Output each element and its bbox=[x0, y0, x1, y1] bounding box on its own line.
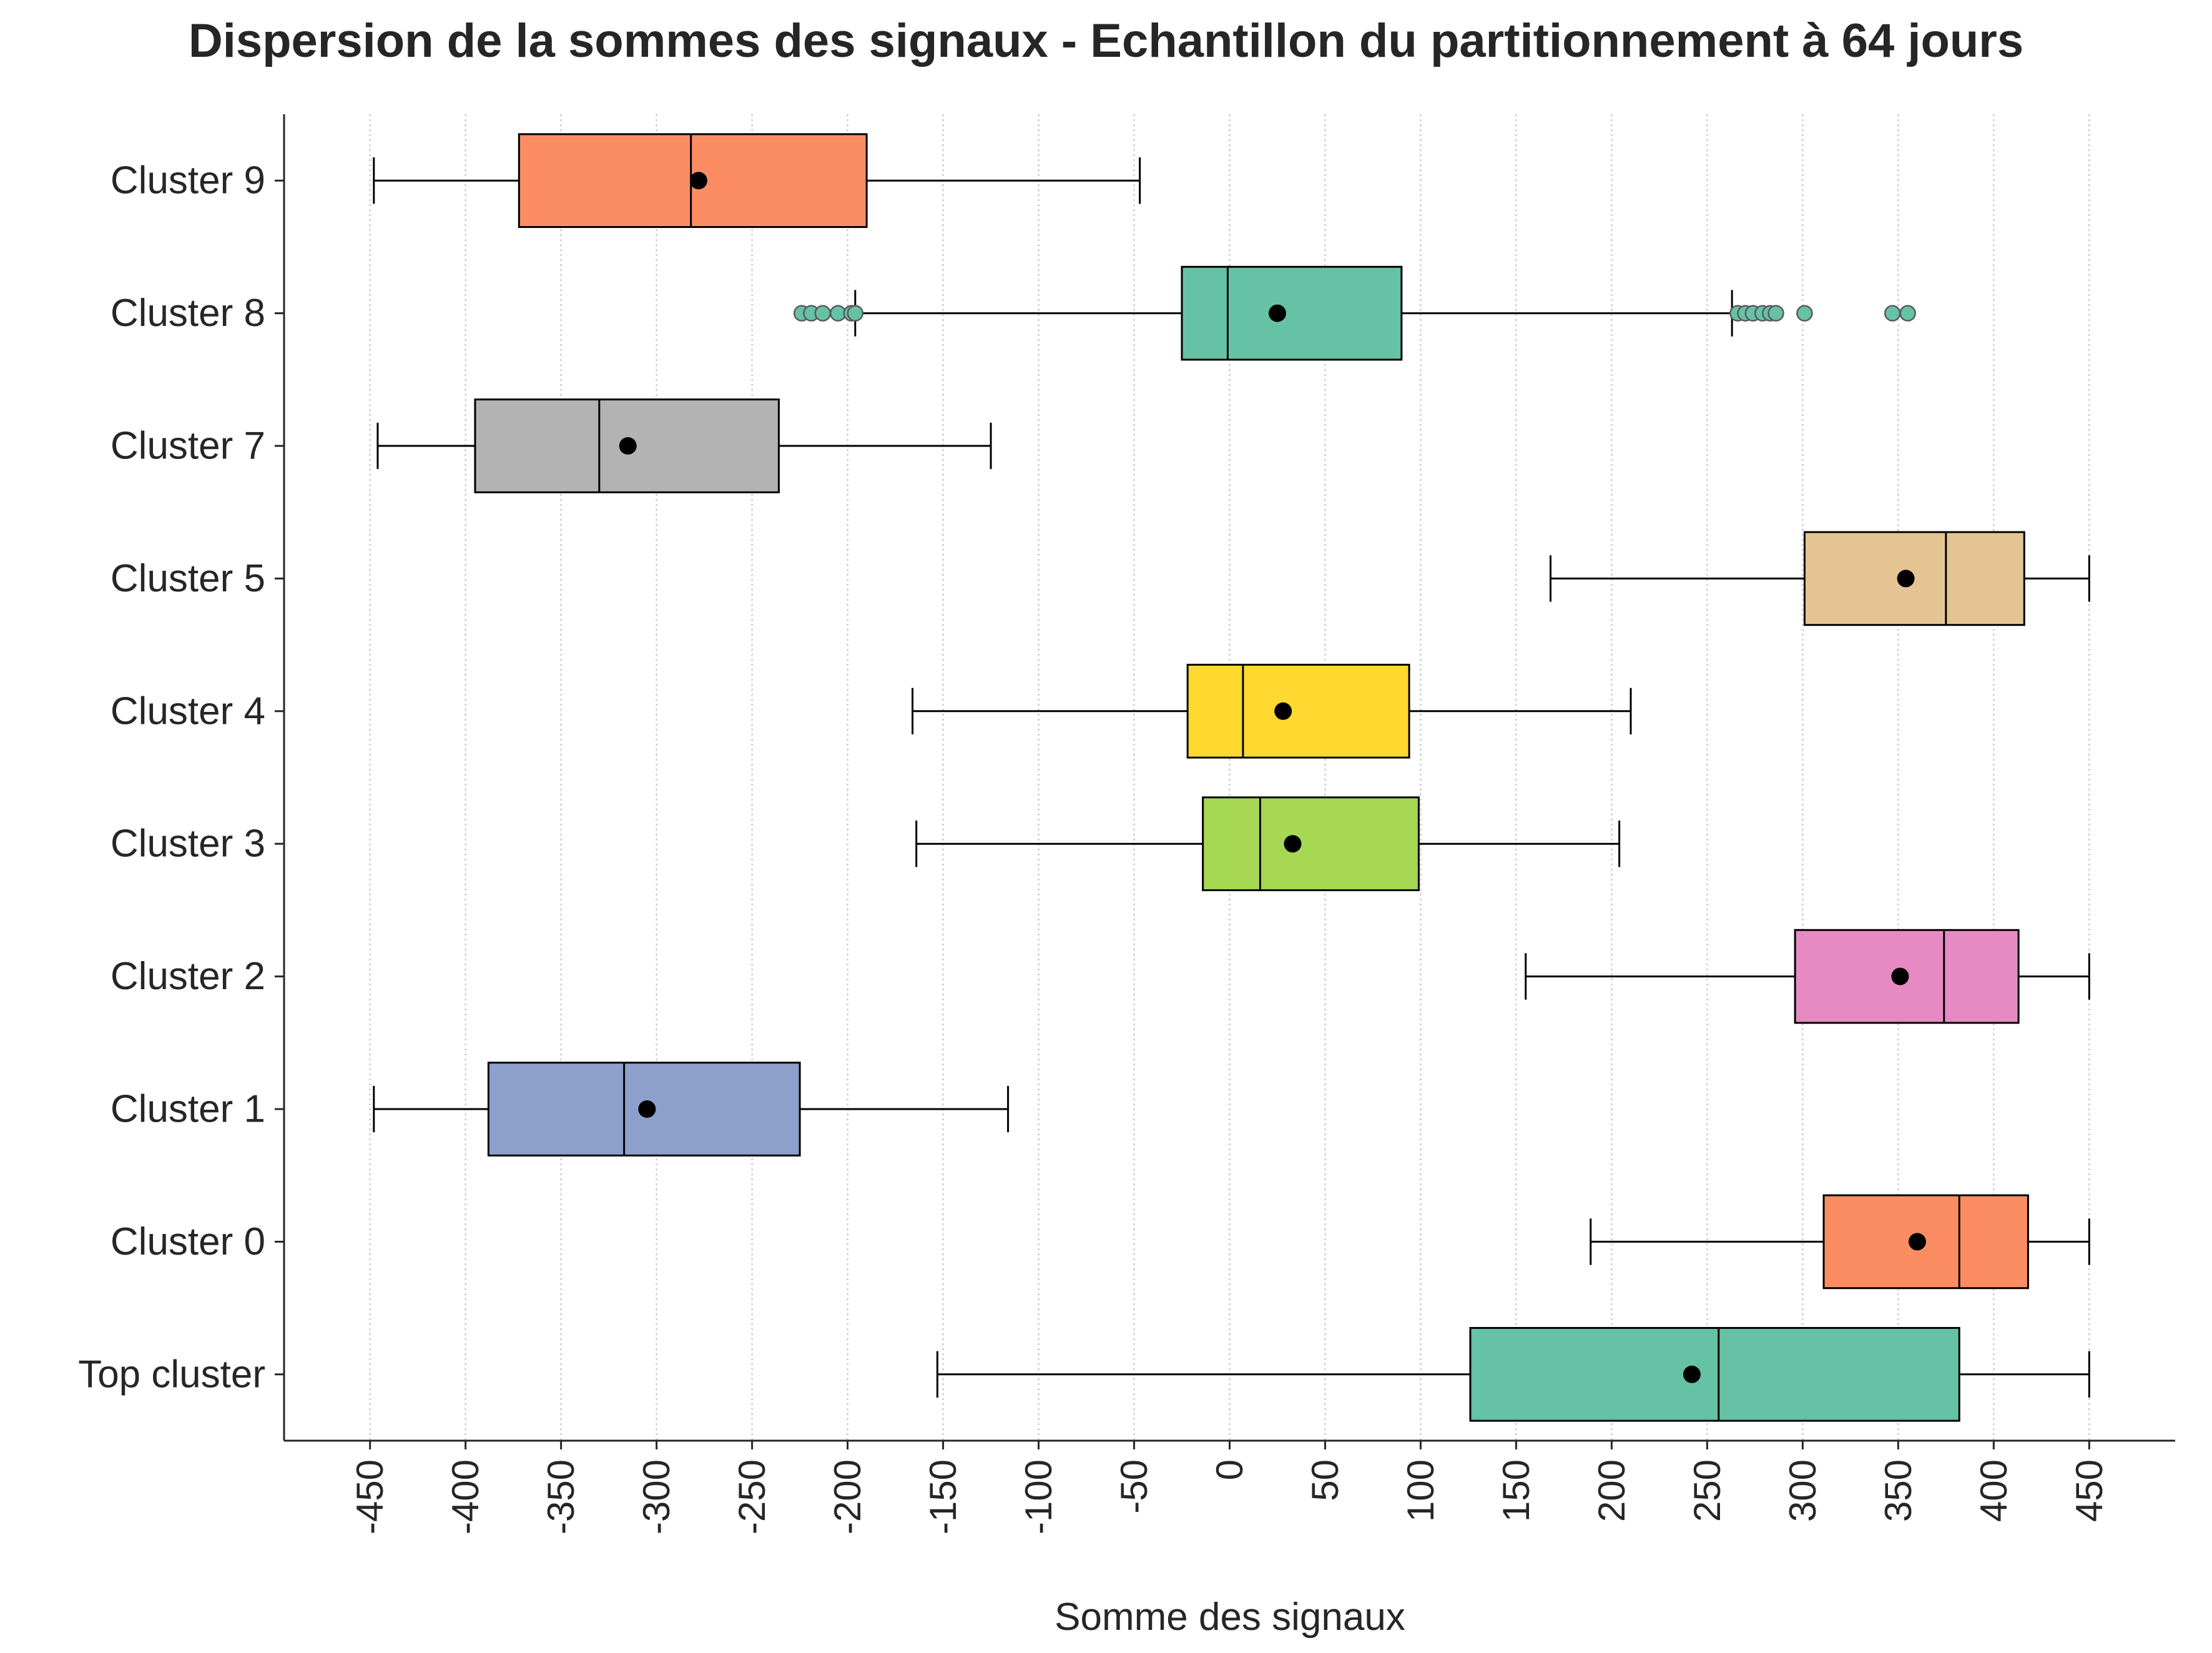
x-tick-label: 50 bbox=[1304, 1459, 1346, 1501]
iqr-box bbox=[1181, 265, 1403, 361]
tick-labels: -450 -400 -350 -300 -250 -200 -150 -100 -50 0 50 10… bbox=[78, 159, 2110, 1534]
iqr-box bbox=[1469, 1326, 1960, 1422]
outlier-point bbox=[814, 305, 832, 322]
x-tick-label: 200 bbox=[1591, 1459, 1633, 1522]
iqr-box bbox=[1186, 663, 1410, 759]
x-tick-label: -50 bbox=[1113, 1459, 1155, 1514]
boxes bbox=[373, 133, 2090, 1422]
outlier-point bbox=[1796, 305, 1813, 322]
x-tick-label: -350 bbox=[540, 1459, 582, 1534]
box-group bbox=[1590, 1194, 2090, 1290]
y-tick-label: Cluster 3 bbox=[111, 822, 265, 866]
y-tick-label: Cluster 7 bbox=[111, 425, 265, 468]
x-axis-label: Somme des signaux bbox=[1054, 1596, 1405, 1639]
x-tick-label: -150 bbox=[922, 1459, 964, 1534]
mean-point bbox=[1268, 304, 1286, 322]
mean-point bbox=[619, 437, 637, 455]
box-group bbox=[1525, 929, 2090, 1024]
x-tick-label: -400 bbox=[445, 1459, 486, 1534]
mean-point bbox=[1683, 1365, 1701, 1383]
mean-point bbox=[689, 172, 707, 190]
y-tick-label: Cluster 9 bbox=[111, 159, 265, 202]
box-group bbox=[1550, 531, 2090, 626]
x-tick-label: 0 bbox=[1209, 1459, 1251, 1480]
grid-lines bbox=[369, 114, 2090, 1441]
x-tick-label: 400 bbox=[1973, 1459, 2015, 1522]
outlier-point bbox=[1767, 305, 1784, 322]
box-group bbox=[373, 1062, 1010, 1157]
chart-title: Dispersion de la sommes des signaux - Ec… bbox=[188, 14, 2024, 67]
x-tick-label: 250 bbox=[1686, 1459, 1728, 1522]
mean-point bbox=[638, 1100, 656, 1118]
mean-point bbox=[1274, 702, 1292, 720]
y-tick-label: Cluster 0 bbox=[111, 1220, 265, 1263]
outlier-point bbox=[1899, 305, 1916, 322]
y-tick-label: Cluster 8 bbox=[111, 292, 265, 335]
box-group bbox=[915, 796, 1621, 892]
y-tick-label: Cluster 4 bbox=[111, 689, 265, 733]
y-tick-label: Cluster 2 bbox=[111, 955, 265, 998]
box-group bbox=[912, 663, 1632, 759]
y-tick-label: Top cluster bbox=[78, 1353, 265, 1396]
x-tick-label: 350 bbox=[1877, 1459, 1919, 1522]
box-group bbox=[936, 1326, 2090, 1422]
mean-point bbox=[1897, 570, 1915, 588]
x-tick-label: -200 bbox=[827, 1459, 868, 1534]
x-tick-label: 150 bbox=[1495, 1459, 1537, 1522]
x-tick-label: -250 bbox=[731, 1459, 773, 1534]
y-tick-label: Cluster 1 bbox=[111, 1088, 265, 1131]
mean-point bbox=[1891, 967, 1909, 985]
y-tick-label: Cluster 5 bbox=[111, 557, 265, 600]
x-tick-label: 300 bbox=[1782, 1459, 1824, 1522]
box-group bbox=[373, 133, 1141, 229]
iqr-box bbox=[1202, 796, 1420, 892]
x-tick-label: 100 bbox=[1400, 1459, 1442, 1522]
x-tick-label: 450 bbox=[2068, 1459, 2110, 1522]
box-group bbox=[376, 398, 992, 493]
outlier-point bbox=[847, 305, 864, 322]
outlier-point bbox=[1884, 305, 1901, 322]
mean-point bbox=[1908, 1233, 1926, 1251]
box-group bbox=[793, 265, 1916, 361]
x-tick-label: -450 bbox=[349, 1459, 391, 1534]
mean-point bbox=[1284, 835, 1302, 853]
x-tick-label: -300 bbox=[636, 1459, 677, 1534]
x-tick-label: -100 bbox=[1018, 1459, 1059, 1534]
